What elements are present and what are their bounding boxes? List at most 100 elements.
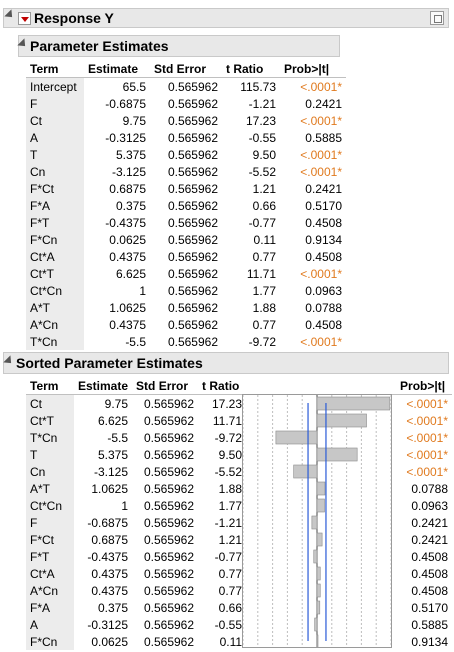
table-row: F*T -0.4375 0.565962 -0.77 0.4508 bbox=[26, 548, 452, 565]
param-estimates-table: Term Estimate Std Error t Ratio Prob>|t|… bbox=[26, 60, 346, 350]
term-cell: A*Cn bbox=[26, 582, 74, 599]
prob-cell: 0.0788 bbox=[411, 481, 449, 496]
estimate-cell: 9.75 bbox=[122, 113, 146, 128]
t-ratio-cell: 0.77 bbox=[218, 583, 243, 598]
std-error-cell: 0.565962 bbox=[143, 498, 195, 513]
bar-Ct*A bbox=[316, 566, 321, 581]
term-cell: Ct bbox=[26, 394, 74, 412]
table-row: Ct*Cn 1 0.565962 1.77 0.0963 bbox=[26, 282, 346, 299]
red-triangle-menu-icon[interactable] bbox=[18, 12, 31, 25]
term-cell: T bbox=[26, 446, 74, 463]
prob-cell: 0.5885 bbox=[305, 130, 342, 145]
estimate-cell: -0.4375 bbox=[87, 549, 129, 564]
table-row: T 5.375 0.565962 9.50 <.0001* bbox=[26, 446, 452, 463]
estimate-cell: 0.4375 bbox=[91, 566, 129, 581]
t-ratio-cell: 11.71 bbox=[212, 413, 243, 428]
bar-F*Ct bbox=[316, 532, 323, 547]
t-ratio-cell: -0.77 bbox=[214, 549, 243, 564]
table-row: A -0.3125 0.565962 -0.55 0.5885 bbox=[26, 129, 346, 146]
t-ratio-cell: -9.72 bbox=[248, 334, 276, 349]
param-estimates-title: Parameter Estimates bbox=[30, 38, 169, 54]
term-cell: Cn bbox=[26, 163, 84, 180]
t-ratio-cell: -1.21 bbox=[248, 96, 276, 111]
prob-cell: <.0001* bbox=[300, 147, 342, 162]
table-row: T 5.375 0.565962 9.50 <.0001* bbox=[26, 146, 346, 163]
prob-cell: 0.4508 bbox=[411, 566, 449, 581]
term-cell: A*T bbox=[26, 299, 84, 316]
t-ratio-cell: 115.73 bbox=[240, 79, 276, 94]
std-error-cell: 0.565962 bbox=[167, 232, 218, 247]
t-ratio-cell: 0.77 bbox=[252, 317, 276, 332]
col-std-error: Std Error bbox=[136, 378, 189, 393]
t-ratio-cell: 0.11 bbox=[219, 634, 243, 649]
estimate-cell: 5.375 bbox=[115, 147, 146, 162]
table-row: A*Cn 0.4375 0.565962 0.77 0.4508 bbox=[26, 316, 346, 333]
t-ratio-chart bbox=[242, 394, 392, 648]
term-cell: F*A bbox=[26, 599, 74, 616]
estimate-cell: -3.125 bbox=[111, 164, 146, 179]
col-prob: Prob>|t| bbox=[400, 378, 446, 393]
term-cell: F*T bbox=[26, 214, 84, 231]
std-error-cell: 0.565962 bbox=[167, 147, 218, 162]
prob-cell: 0.4508 bbox=[305, 249, 342, 264]
prob-cell: <.0001* bbox=[300, 113, 342, 128]
table-row: A*T 1.0625 0.565962 1.88 0.0788 bbox=[26, 480, 452, 497]
prob-cell: 0.4508 bbox=[305, 317, 342, 332]
t-ratio-cell: 17.23 bbox=[245, 113, 276, 128]
estimate-cell: 0.4375 bbox=[109, 249, 146, 264]
estimate-cell: 1 bbox=[139, 283, 146, 298]
prob-cell: 0.9134 bbox=[305, 232, 342, 247]
std-error-cell: 0.565962 bbox=[167, 249, 218, 264]
std-error-cell: 0.565962 bbox=[143, 447, 195, 462]
estimate-cell: 0.6875 bbox=[91, 532, 129, 547]
table-row: F*A 0.375 0.565962 0.66 0.5170 bbox=[26, 197, 346, 214]
sorted-estimates-header bbox=[3, 352, 449, 374]
col-term: Term bbox=[30, 61, 59, 76]
t-ratio-cell: 1.77 bbox=[252, 283, 276, 298]
t-ratio-cell: 0.77 bbox=[218, 566, 243, 581]
col-estimate: Estimate bbox=[88, 61, 139, 76]
prob-cell: 0.9134 bbox=[411, 634, 449, 649]
term-cell: F*Ct bbox=[26, 531, 74, 548]
estimate-cell: -5.5 bbox=[107, 430, 129, 445]
term-cell: F*A bbox=[26, 197, 84, 214]
term-cell: A bbox=[26, 616, 74, 633]
sorted-estimates-table: Term Estimate Std Error t Ratio Prob>|t|… bbox=[26, 377, 453, 650]
table-row: F*Cn 0.0625 0.565962 0.11 0.9134 bbox=[26, 231, 346, 248]
table-row: T*Cn -5.5 0.565962 -9.72 <.0001* bbox=[26, 333, 346, 350]
std-error-cell: 0.565962 bbox=[167, 317, 218, 332]
term-cell: Cn bbox=[26, 463, 74, 480]
estimate-cell: -3.125 bbox=[94, 464, 129, 479]
estimate-cell: -0.6875 bbox=[105, 96, 146, 111]
table-row: F*T -0.4375 0.565962 -0.77 0.4508 bbox=[26, 214, 346, 231]
t-ratio-chart-svg bbox=[243, 395, 391, 647]
estimate-cell: 0.0625 bbox=[109, 232, 146, 247]
col-t-ratio: t Ratio bbox=[202, 378, 240, 393]
table-row: Ct*T 6.625 0.565962 11.71 <.0001* bbox=[26, 265, 346, 282]
bar-Cn bbox=[293, 464, 318, 479]
table-row: Ct 9.75 0.565962 17.23 <.0001* bbox=[26, 112, 346, 129]
prob-cell: 0.4508 bbox=[411, 583, 449, 598]
std-error-cell: 0.565962 bbox=[167, 96, 218, 111]
bar-T*Cn bbox=[275, 430, 318, 445]
prob-cell: <.0001* bbox=[300, 334, 342, 349]
estimate-cell: 1.0625 bbox=[91, 481, 129, 496]
t-ratio-cell: 0.11 bbox=[253, 232, 276, 247]
prob-cell: <.0001* bbox=[300, 79, 342, 94]
t-ratio-cell: 0.66 bbox=[252, 198, 276, 213]
bar-F*T bbox=[313, 549, 318, 564]
std-error-cell: 0.565962 bbox=[167, 215, 218, 230]
prob-cell: 0.0788 bbox=[305, 300, 342, 315]
estimate-cell: 6.625 bbox=[98, 413, 129, 428]
report-title: Response Y bbox=[34, 10, 114, 26]
prob-cell: 0.2421 bbox=[305, 96, 342, 111]
prob-cell: 0.0963 bbox=[305, 283, 342, 298]
estimate-cell: 5.375 bbox=[98, 447, 129, 462]
t-ratio-cell: -9.72 bbox=[214, 430, 243, 445]
save-report-icon[interactable] bbox=[430, 11, 444, 25]
std-error-cell: 0.565962 bbox=[143, 617, 195, 632]
table-row: F*Ct 0.6875 0.565962 1.21 0.2421 bbox=[26, 531, 452, 548]
col-prob: Prob>|t| bbox=[284, 61, 330, 76]
term-cell: F*Ct bbox=[26, 180, 84, 197]
table-row: Cn -3.125 0.565962 -5.52 <.0001* bbox=[26, 163, 346, 180]
